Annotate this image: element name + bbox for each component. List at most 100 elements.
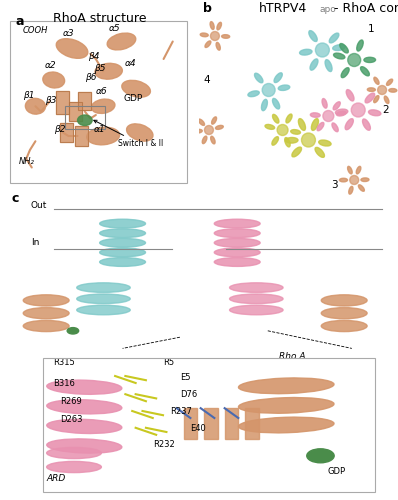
Ellipse shape <box>77 305 130 315</box>
Ellipse shape <box>211 136 215 144</box>
Ellipse shape <box>47 462 101 472</box>
Bar <box>245 408 259 439</box>
Ellipse shape <box>47 380 122 394</box>
Ellipse shape <box>321 308 367 319</box>
Text: c: c <box>12 192 19 204</box>
Ellipse shape <box>254 73 263 83</box>
Text: In: In <box>31 238 39 247</box>
Text: COOH: COOH <box>23 26 48 35</box>
Ellipse shape <box>210 22 214 30</box>
Text: D76: D76 <box>180 390 197 399</box>
Ellipse shape <box>238 398 334 413</box>
Text: R232: R232 <box>153 440 174 450</box>
Text: RhoA structure: RhoA structure <box>53 12 146 24</box>
Ellipse shape <box>127 124 153 141</box>
Ellipse shape <box>211 32 219 40</box>
Ellipse shape <box>25 98 45 114</box>
Ellipse shape <box>273 98 280 109</box>
Ellipse shape <box>47 420 122 434</box>
Ellipse shape <box>323 110 334 122</box>
Ellipse shape <box>222 34 230 38</box>
Ellipse shape <box>311 118 318 130</box>
Ellipse shape <box>291 130 300 134</box>
Ellipse shape <box>43 72 64 88</box>
Text: GDP: GDP <box>327 467 345 476</box>
Ellipse shape <box>95 64 122 79</box>
Ellipse shape <box>345 118 353 130</box>
Ellipse shape <box>273 114 279 123</box>
Ellipse shape <box>341 68 349 78</box>
Ellipse shape <box>230 283 283 292</box>
Ellipse shape <box>77 283 130 292</box>
Text: α3: α3 <box>63 29 74 38</box>
Ellipse shape <box>358 185 365 192</box>
Ellipse shape <box>100 219 146 228</box>
Ellipse shape <box>363 119 371 130</box>
Text: ARD: ARD <box>47 474 66 483</box>
Ellipse shape <box>317 122 324 131</box>
Text: α6: α6 <box>96 87 107 96</box>
FancyBboxPatch shape <box>69 102 82 121</box>
Text: D263: D263 <box>60 415 83 424</box>
Ellipse shape <box>214 229 260 237</box>
Ellipse shape <box>339 178 347 182</box>
Ellipse shape <box>321 320 367 332</box>
Text: α1: α1 <box>94 126 105 134</box>
Ellipse shape <box>78 115 92 126</box>
Ellipse shape <box>285 138 290 147</box>
Ellipse shape <box>214 219 260 228</box>
Text: α2: α2 <box>45 60 56 70</box>
Ellipse shape <box>214 238 260 247</box>
Ellipse shape <box>47 439 122 453</box>
Bar <box>65 106 105 129</box>
Text: R269: R269 <box>60 397 82 406</box>
Ellipse shape <box>336 109 348 115</box>
Text: GDP: GDP <box>123 94 142 103</box>
Bar <box>183 408 197 439</box>
Text: 3: 3 <box>331 180 338 190</box>
Text: b: b <box>203 2 212 15</box>
Ellipse shape <box>336 112 346 116</box>
Ellipse shape <box>350 176 359 184</box>
Ellipse shape <box>200 33 208 36</box>
Ellipse shape <box>384 96 389 104</box>
Text: - RhoA complex: - RhoA complex <box>330 2 398 15</box>
Ellipse shape <box>315 148 324 158</box>
Ellipse shape <box>100 229 146 237</box>
Ellipse shape <box>277 124 288 136</box>
Ellipse shape <box>346 90 354 101</box>
Ellipse shape <box>238 378 334 394</box>
Ellipse shape <box>194 130 202 133</box>
Ellipse shape <box>374 96 379 102</box>
Ellipse shape <box>92 99 115 114</box>
Text: Rho A: Rho A <box>279 352 306 361</box>
Ellipse shape <box>369 110 381 116</box>
Ellipse shape <box>87 127 119 145</box>
FancyBboxPatch shape <box>75 126 88 146</box>
FancyBboxPatch shape <box>10 20 187 183</box>
Ellipse shape <box>316 43 329 57</box>
Ellipse shape <box>332 123 338 132</box>
Bar <box>204 408 218 439</box>
Ellipse shape <box>300 50 312 55</box>
Ellipse shape <box>217 22 221 30</box>
Text: 2: 2 <box>382 105 389 115</box>
Text: α5: α5 <box>109 24 120 33</box>
Ellipse shape <box>67 328 79 334</box>
Ellipse shape <box>322 98 327 108</box>
Text: a: a <box>15 15 24 28</box>
Ellipse shape <box>349 186 353 194</box>
Text: Switch I & II: Switch I & II <box>94 120 163 148</box>
Ellipse shape <box>261 100 267 110</box>
Ellipse shape <box>333 102 340 110</box>
Text: E5: E5 <box>180 373 191 382</box>
Ellipse shape <box>100 248 146 257</box>
Ellipse shape <box>378 86 386 94</box>
Ellipse shape <box>310 113 320 117</box>
Ellipse shape <box>367 88 375 92</box>
Ellipse shape <box>215 126 223 130</box>
Ellipse shape <box>310 59 318 70</box>
Text: E40: E40 <box>190 424 206 432</box>
Ellipse shape <box>262 84 275 96</box>
Text: R237: R237 <box>170 407 192 416</box>
